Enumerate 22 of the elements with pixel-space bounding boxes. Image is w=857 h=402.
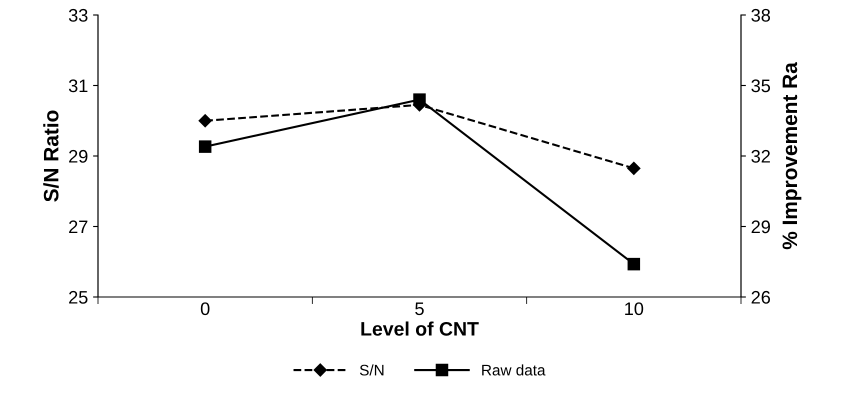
x-axis-title: Level of CNT — [361, 321, 479, 336]
y-tick-label: 29 — [69, 150, 88, 163]
y-tick-label: 31 — [68, 79, 88, 92]
y-tick-label: 25 — [69, 290, 88, 304]
y2-tick-label: 32 — [751, 150, 770, 163]
y-tick-label: 27 — [69, 220, 88, 234]
y-axis-title: S/N Ratio — [43, 110, 59, 202]
y2-tick-label: 35 — [751, 79, 770, 92]
legend-label: S/N — [360, 364, 384, 376]
x-tick-label: 5 — [415, 302, 424, 316]
x-tick-label: 10 — [625, 302, 644, 316]
point — [627, 162, 640, 175]
y-tick-label: 33 — [68, 8, 88, 22]
point — [198, 140, 212, 153]
y2-tick-label: 29 — [752, 220, 770, 234]
x-tick-label: 0 — [200, 302, 210, 316]
y2-tick-label: 38 — [751, 8, 770, 22]
y2-tick-label: 26 — [752, 290, 770, 304]
point — [198, 114, 212, 128]
point — [628, 258, 640, 270]
legend-label: Raw data — [482, 364, 546, 376]
y2-axis-title: % Improvement Ra — [782, 62, 802, 250]
